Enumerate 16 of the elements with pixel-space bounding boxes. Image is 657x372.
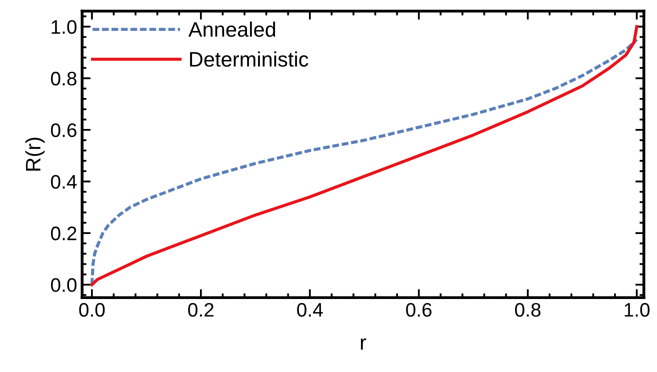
y-tick-label: 0.8 bbox=[50, 72, 76, 86]
y-tick-label: 0.0 bbox=[50, 278, 77, 292]
y-tick-label: 0.2 bbox=[50, 226, 76, 240]
y-tick-label: 0.6 bbox=[50, 123, 76, 138]
x-tick-label: 0.6 bbox=[406, 302, 432, 317]
x-tick-label: 0.4 bbox=[297, 302, 323, 317]
x-tick-label: 0.2 bbox=[188, 302, 214, 317]
x-tick-label: 1.0 bbox=[624, 302, 650, 317]
legend-label: Deterministic bbox=[190, 51, 308, 67]
y-axis-title: R(r) bbox=[25, 138, 45, 171]
x-axis-title: r bbox=[360, 338, 366, 350]
y-tick-label: 0.4 bbox=[50, 174, 77, 189]
legend-label: Annealed bbox=[188, 22, 276, 37]
x-tick-label: 0.8 bbox=[515, 302, 540, 317]
y-tick-label: 1.0 bbox=[52, 20, 77, 34]
x-tick-label: 0.0 bbox=[79, 302, 105, 317]
